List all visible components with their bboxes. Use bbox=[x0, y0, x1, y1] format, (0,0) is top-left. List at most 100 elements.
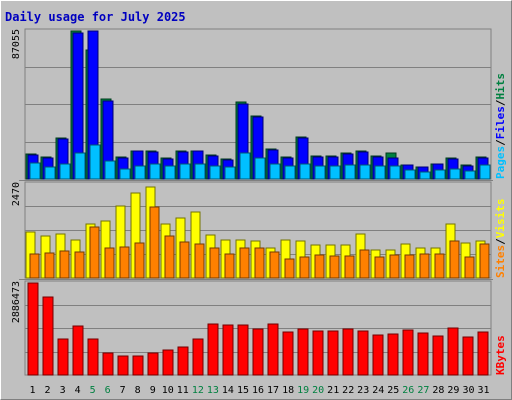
kbytes-kbytes-bar bbox=[237, 324, 249, 376]
x-tick-label: 3 bbox=[60, 385, 66, 396]
x-tick-label: 22 bbox=[342, 385, 354, 396]
x-tick-label: 29 bbox=[447, 385, 459, 396]
x-tick-label: 17 bbox=[267, 385, 279, 396]
x-tick-label: 20 bbox=[312, 385, 324, 396]
hits_files_pages-pages-bar bbox=[149, 163, 161, 180]
hits_files_pages-pages-bar bbox=[359, 164, 371, 180]
kbytes-kbytes-bar bbox=[477, 331, 489, 376]
visits_sites-sites-bar bbox=[194, 243, 205, 279]
visits_sites-sites-bar bbox=[119, 246, 130, 279]
x-tick-label: 28 bbox=[432, 385, 444, 396]
x-tick-label: 14 bbox=[222, 385, 234, 396]
visits_sites-sites-bar bbox=[74, 251, 85, 279]
legend-item: Files bbox=[494, 106, 507, 139]
kbytes-kbytes-bar bbox=[282, 331, 294, 376]
visits_sites-sites-bar bbox=[89, 226, 100, 279]
x-tick-label: 5 bbox=[90, 385, 96, 396]
legend-item: KBytes bbox=[494, 335, 507, 375]
hits_files_pages-legend: Pages/Files/Hits bbox=[494, 73, 507, 179]
x-tick-label: 16 bbox=[252, 385, 264, 396]
visits_sites-sites-bar bbox=[434, 253, 445, 279]
kbytes-kbytes-bar bbox=[432, 335, 444, 376]
x-tick-label: 31 bbox=[477, 385, 489, 396]
kbytes-kbytes-bar bbox=[207, 323, 219, 376]
x-tick-label: 11 bbox=[177, 385, 189, 396]
hits_files_pages-pages-bar bbox=[134, 165, 146, 180]
x-tick-label: 12 bbox=[192, 385, 204, 396]
hits_files_pages-pages-bar bbox=[194, 163, 206, 180]
hits_files_pages-pages-bar bbox=[119, 168, 131, 180]
kbytes-kbytes-bar bbox=[462, 336, 474, 376]
visits_sites-sites-bar bbox=[359, 249, 370, 279]
legend-item: Hits bbox=[494, 73, 507, 100]
visits_sites-sites-bar bbox=[449, 240, 460, 279]
visits_sites-sites-bar bbox=[374, 256, 385, 279]
legend-item: Pages bbox=[494, 146, 507, 179]
kbytes-kbytes-bar bbox=[417, 332, 429, 376]
hits_files_pages-pages-bar bbox=[254, 157, 266, 180]
kbytes-legend: KBytes bbox=[494, 335, 507, 375]
visits_sites-sites-bar bbox=[299, 256, 310, 279]
kbytes-kbytes-bar bbox=[357, 330, 369, 376]
hits_files_pages-pages-bar bbox=[29, 162, 41, 180]
visits_sites-sites-bar bbox=[59, 250, 70, 279]
visits_sites-sites-bar bbox=[164, 235, 175, 279]
legend-item: Visits bbox=[494, 199, 507, 239]
kbytes-kbytes-bar bbox=[87, 338, 99, 376]
hits_files_pages-pages-bar bbox=[224, 166, 236, 180]
x-tick-label: 7 bbox=[120, 385, 126, 396]
visits_sites-ytick-label: 2470 bbox=[11, 182, 22, 206]
kbytes-kbytes-bar bbox=[252, 328, 264, 376]
kbytes-kbytes-bar bbox=[312, 330, 324, 376]
x-tick-label: 4 bbox=[75, 385, 81, 396]
visits_sites-sites-bar bbox=[179, 241, 190, 279]
kbytes-kbytes-bar bbox=[147, 352, 159, 376]
legend-item: / bbox=[494, 139, 507, 146]
visits_sites-sites-bar bbox=[104, 247, 115, 279]
visits_sites-sites-bar bbox=[329, 255, 340, 279]
x-tick-label: 1 bbox=[29, 385, 35, 396]
visits_sites-sites-bar bbox=[404, 254, 415, 279]
x-tick-label: 24 bbox=[372, 385, 384, 396]
kbytes-kbytes-bar bbox=[447, 327, 459, 376]
hits_files_pages-pages-bar bbox=[344, 164, 356, 180]
hits_files_pages-pages-bar bbox=[89, 144, 101, 180]
visits_sites-sites-bar bbox=[254, 247, 265, 279]
legend-item: Sites bbox=[494, 245, 507, 278]
visits_sites-sites-bar bbox=[134, 242, 145, 279]
kbytes-kbytes-bar bbox=[372, 334, 384, 376]
kbytes-kbytes-bar bbox=[342, 328, 354, 376]
kbytes-kbytes-bar bbox=[132, 355, 144, 376]
x-tick-label: 8 bbox=[135, 385, 141, 396]
kbytes-kbytes-bar bbox=[297, 328, 309, 376]
visits_sites-sites-bar bbox=[419, 253, 430, 279]
visits_sites-sites-bar bbox=[239, 247, 250, 279]
hits_files_pages-pages-bar bbox=[239, 152, 251, 180]
hits_files_pages-pages-bar bbox=[179, 163, 191, 180]
hits_files_pages-ytick-label: 87055 bbox=[11, 29, 22, 59]
hits_files_pages-pages-bar bbox=[434, 169, 446, 180]
hits_files_pages-pages-bar bbox=[464, 170, 476, 180]
x-tick-label: 15 bbox=[237, 385, 249, 396]
x-tick-label: 2 bbox=[44, 385, 50, 396]
visits_sites-sites-bar bbox=[314, 254, 325, 279]
x-tick-label: 23 bbox=[357, 385, 369, 396]
x-tick-label: 26 bbox=[402, 385, 414, 396]
visits_sites-sites-bar bbox=[479, 243, 490, 279]
hits_files_pages-pages-bar bbox=[314, 165, 326, 180]
kbytes-kbytes-bar bbox=[162, 349, 174, 376]
visits_sites-sites-bar bbox=[344, 255, 355, 279]
visits_sites-legend: Sites/Visits bbox=[494, 199, 507, 279]
legend-item: / bbox=[494, 99, 507, 106]
x-tick-label: 13 bbox=[207, 385, 219, 396]
chart-title: Daily usage for July 2025 bbox=[5, 10, 186, 24]
x-tick-label: 30 bbox=[462, 385, 474, 396]
x-tick-label: 10 bbox=[162, 385, 174, 396]
hits_files_pages-pages-bar bbox=[419, 171, 431, 180]
x-tick-label: 6 bbox=[105, 385, 111, 396]
hits_files_pages-pages-bar bbox=[44, 166, 56, 180]
kbytes-kbytes-bar bbox=[42, 296, 54, 376]
hits_files_pages-pages-bar bbox=[299, 163, 311, 180]
